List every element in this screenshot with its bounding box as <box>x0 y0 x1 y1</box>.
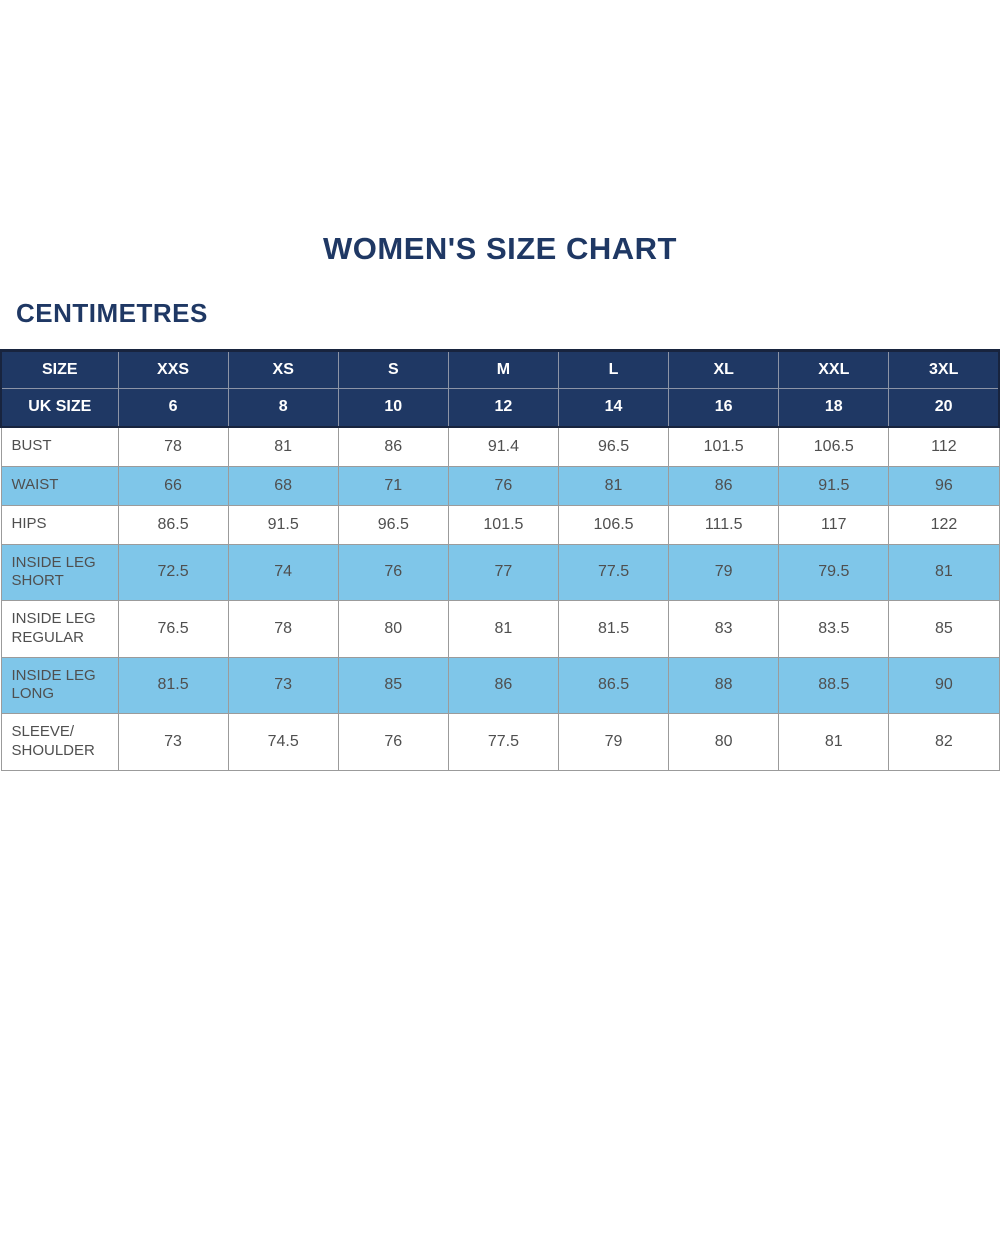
measurement-value-cell: 83 <box>668 600 780 658</box>
measurement-row-label: SLEEVE/ SHOULDER <box>0 713 119 771</box>
size-column-header: M <box>447 349 560 389</box>
measurement-value-cell: 86.5 <box>557 656 670 714</box>
measurement-value-cell: 76 <box>337 713 449 771</box>
uk-size-header-label: UK SIZE <box>0 388 119 428</box>
measurement-value-cell: 91.5 <box>227 504 339 545</box>
measurement-value-cell: 74.5 <box>227 713 339 771</box>
measurement-value-cell: 81.5 <box>557 600 670 658</box>
measurement-row-label: BUST <box>0 426 119 467</box>
measurement-value-cell: 78 <box>227 600 339 658</box>
measurement-value-cell: 81 <box>888 543 1000 601</box>
measurement-value-cell: 73 <box>117 713 229 771</box>
measurement-value-cell: 79 <box>668 543 780 601</box>
measurement-value-cell: 96 <box>888 465 1000 506</box>
measurement-value-cell: 81 <box>447 600 560 658</box>
size-table: SIZE XXS XS S M L XL XXL 3XL UK SIZE 6 8 10 12 14 16 18 2… <box>0 349 1000 771</box>
measurement-value-cell: 111.5 <box>668 504 780 545</box>
size-column-header: 10 <box>337 388 449 428</box>
measurement-row: SLEEVE/ SHOULDER 73 74.5 76 77.5 79 80 81 82 <box>0 713 1000 771</box>
measurement-value-cell: 73 <box>227 656 339 714</box>
size-column-header: S <box>337 349 449 389</box>
measurement-value-cell: 117 <box>778 504 890 545</box>
measurement-value-cell: 85 <box>888 600 1000 658</box>
measurement-value-cell: 91.4 <box>447 426 560 467</box>
measurement-value-cell: 77.5 <box>447 713 560 771</box>
uk-size-header-row: UK SIZE 6 8 10 12 14 16 18 20 <box>0 388 1000 428</box>
measurement-value-cell: 96.5 <box>337 504 449 545</box>
measurement-value-cell: 112 <box>888 426 1000 467</box>
measurement-value-cell: 76 <box>447 465 560 506</box>
size-column-header: XXL <box>778 349 890 389</box>
size-column-header: XXS <box>117 349 229 389</box>
measurement-row: HIPS 86.5 91.5 96.5 101.5 106.5 111.5 117 122 <box>0 504 1000 545</box>
measurement-value-cell: 90 <box>888 656 1000 714</box>
measurement-value-cell: 76.5 <box>117 600 229 658</box>
page-title: WOMEN'S SIZE CHART <box>323 231 677 266</box>
size-chart-page: WOMEN'S SIZE CHART CENTIMETRES SIZE XXS XS… <box>0 233 1000 771</box>
measurement-value-cell: 85 <box>337 656 449 714</box>
measurement-value-cell: 72.5 <box>117 543 229 601</box>
measurement-value-cell: 66 <box>117 465 229 506</box>
measurement-value-cell: 74 <box>227 543 339 601</box>
size-column-header: 6 <box>117 388 229 428</box>
size-column-header: 3XL <box>888 349 1000 389</box>
measurement-row-label: HIPS <box>0 504 119 545</box>
measurement-value-cell: 122 <box>888 504 1000 545</box>
measurement-row-label: INSIDE LEG LONG <box>0 656 119 714</box>
size-column-header: 8 <box>227 388 339 428</box>
measurement-row-label: WAIST <box>0 465 119 506</box>
size-column-header: 14 <box>557 388 670 428</box>
size-column-header: XL <box>668 349 780 389</box>
measurement-value-cell: 101.5 <box>668 426 780 467</box>
measurement-value-cell: 81 <box>778 713 890 771</box>
measurement-value-cell: 88 <box>668 656 780 714</box>
measurement-value-cell: 83.5 <box>778 600 890 658</box>
measurement-value-cell: 81 <box>557 465 670 506</box>
size-table-head: SIZE XXS XS S M L XL XXL 3XL UK SIZE 6 8 10 12 14 16 18 2… <box>0 349 1000 428</box>
measurement-value-cell: 76 <box>337 543 449 601</box>
measurement-value-cell: 71 <box>337 465 449 506</box>
size-header-row: SIZE XXS XS S M L XL XXL 3XL <box>0 349 1000 389</box>
measurement-row: INSIDE LEG REGULAR 76.5 78 80 81 81.5 83 83.5 85 <box>0 600 1000 658</box>
measurement-value-cell: 78 <box>117 426 229 467</box>
measurement-value-cell: 91.5 <box>778 465 890 506</box>
measurement-value-cell: 88.5 <box>778 656 890 714</box>
measurement-value-cell: 68 <box>227 465 339 506</box>
size-column-header: 18 <box>778 388 890 428</box>
measurement-value-cell: 101.5 <box>447 504 560 545</box>
size-header-label: SIZE <box>0 349 119 389</box>
measurement-value-cell: 77.5 <box>557 543 670 601</box>
size-column-header: 12 <box>447 388 560 428</box>
measurement-value-cell: 81.5 <box>117 656 229 714</box>
size-column-header: 16 <box>668 388 780 428</box>
size-column-header: 20 <box>888 388 1000 428</box>
measurement-value-cell: 106.5 <box>557 504 670 545</box>
measurement-value-cell: 86 <box>337 426 449 467</box>
size-table-body: BUST 78 81 86 91.4 96.5 101.5 106.5 112 WAIST 66 68… <box>0 426 1000 771</box>
measurement-value-cell: 106.5 <box>778 426 890 467</box>
size-column-header: XS <box>227 349 339 389</box>
measurement-value-cell: 79.5 <box>778 543 890 601</box>
size-column-header: L <box>557 349 670 389</box>
measurement-value-cell: 86 <box>668 465 780 506</box>
measurement-value-cell: 86 <box>447 656 560 714</box>
measurement-row-label: INSIDE LEG REGULAR <box>0 600 119 658</box>
measurement-value-cell: 79 <box>557 713 670 771</box>
measurement-row: INSIDE LEG SHORT 72.5 74 76 77 77.5 79 79.5 81 <box>0 543 1000 601</box>
measurement-value-cell: 81 <box>227 426 339 467</box>
measurement-row: INSIDE LEG LONG 81.5 73 85 86 86.5 88 88.5 90 <box>0 656 1000 714</box>
measurement-value-cell: 82 <box>888 713 1000 771</box>
measurement-row: WAIST 66 68 71 76 81 86 91.5 96 <box>0 465 1000 506</box>
measurement-row: BUST 78 81 86 91.4 96.5 101.5 106.5 112 <box>0 426 1000 467</box>
measurement-row-label: INSIDE LEG SHORT <box>0 543 119 601</box>
measurement-value-cell: 86.5 <box>117 504 229 545</box>
measurement-value-cell: 80 <box>668 713 780 771</box>
measurement-value-cell: 96.5 <box>557 426 670 467</box>
measurement-value-cell: 80 <box>337 600 449 658</box>
measurement-value-cell: 77 <box>447 543 560 601</box>
unit-label: CENTIMETRES <box>16 298 208 328</box>
